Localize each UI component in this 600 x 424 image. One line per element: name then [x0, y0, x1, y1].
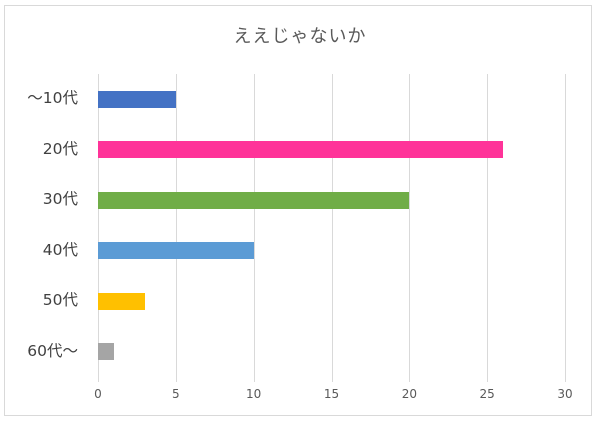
gridline	[487, 74, 489, 377]
x-tick-label: 5	[172, 387, 180, 401]
x-tick-label: 10	[246, 387, 262, 401]
y-category-label: 〜10代	[27, 89, 78, 108]
bar	[98, 141, 503, 159]
y-category-label: 60代〜	[27, 341, 78, 360]
bar	[98, 242, 254, 260]
gridline	[253, 74, 255, 377]
x-tick-label: 25	[479, 387, 495, 401]
gridline	[565, 74, 566, 377]
bar	[98, 90, 176, 108]
plot-area	[98, 74, 566, 382]
x-tick	[98, 377, 99, 382]
gridline	[331, 74, 333, 377]
x-tick	[565, 377, 566, 382]
x-tick	[175, 377, 177, 382]
x-tick	[331, 377, 333, 382]
bar	[98, 343, 114, 361]
gridline	[409, 74, 411, 377]
chart-title: ええじゃないか	[233, 26, 367, 47]
bar	[98, 292, 145, 310]
x-tick-label: 15	[323, 387, 340, 401]
x-tick-label: 30	[557, 387, 573, 401]
x-tick	[409, 377, 411, 382]
gridline	[98, 74, 99, 377]
x-tick	[253, 377, 255, 382]
gridline	[175, 74, 177, 377]
y-category-label: 50代	[42, 291, 78, 310]
x-tick	[487, 377, 489, 382]
x-tick-label: 20	[401, 387, 417, 401]
bar	[98, 191, 410, 209]
y-category-label: 20代	[42, 139, 78, 158]
y-category-label: 40代	[42, 240, 78, 259]
x-tick-label: 0	[94, 387, 102, 401]
y-category-label: 30代	[42, 190, 78, 209]
